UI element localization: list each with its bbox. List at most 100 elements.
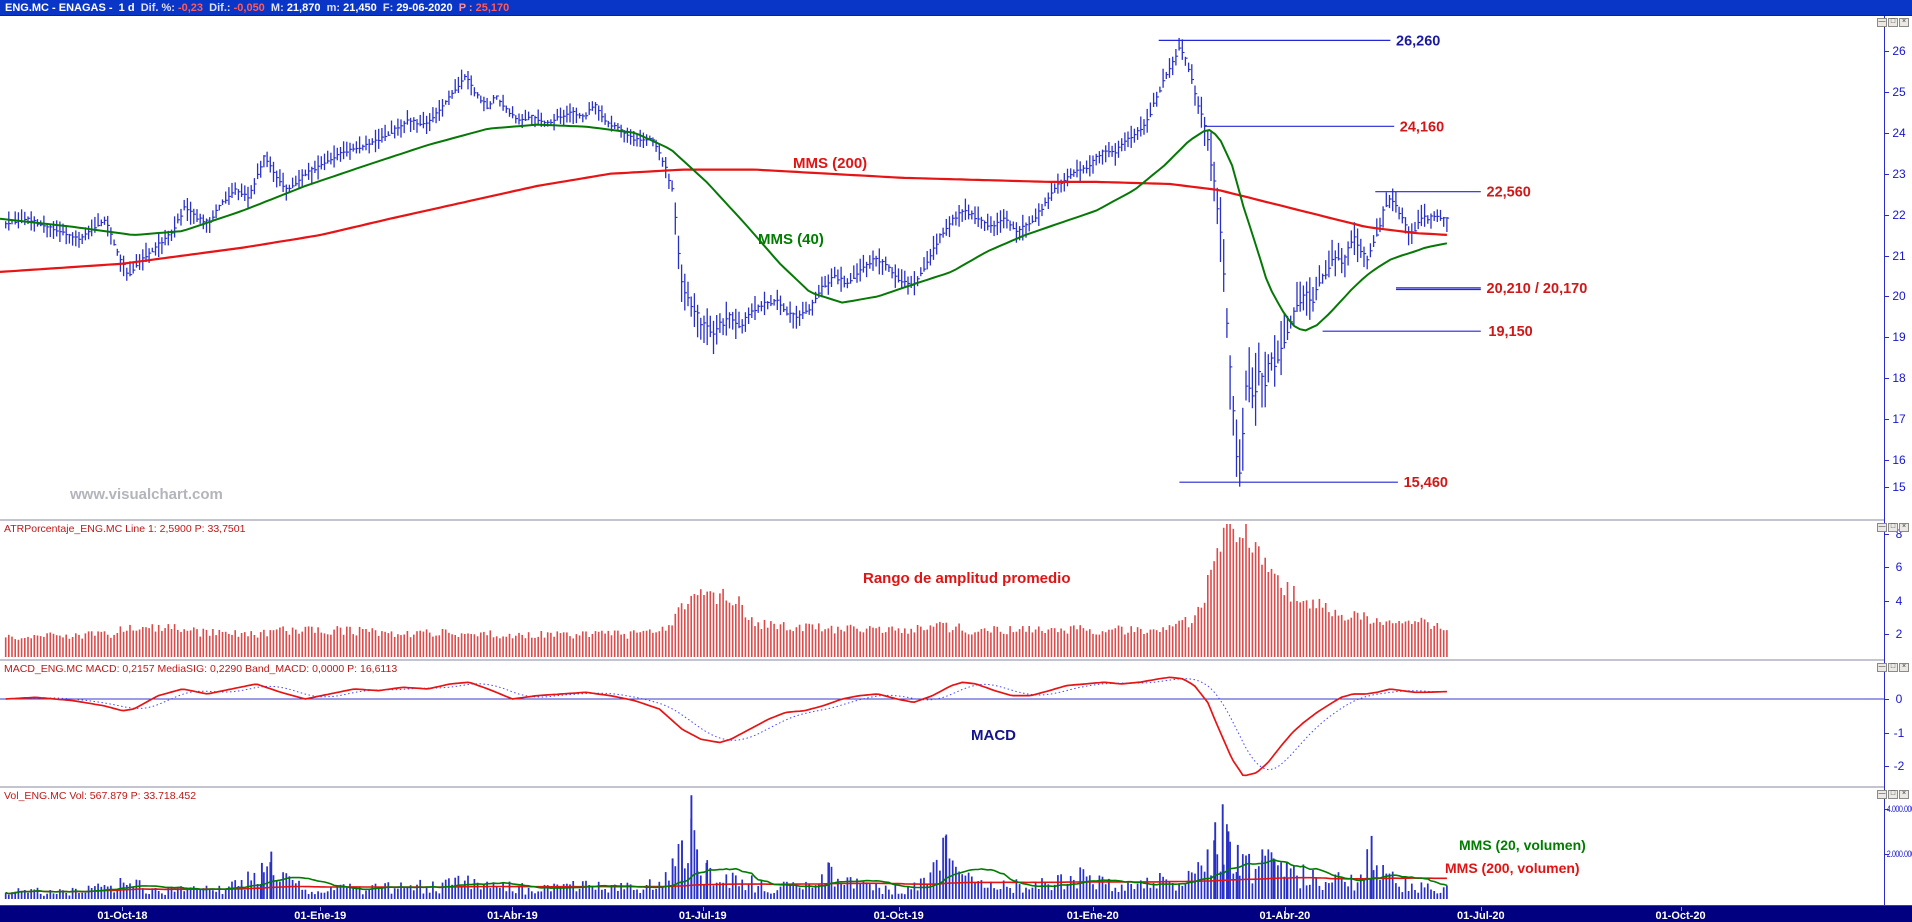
axis-tick-mark xyxy=(1885,808,1889,810)
macd-annotation: MACD xyxy=(971,727,1016,744)
volume-panel-maximize-button[interactable]: □ xyxy=(1888,790,1898,799)
chart-title-bar: ENG.MC - ENAGAS - 1 d Dif. %: -0,23 Dif.… xyxy=(0,0,1912,16)
atr-annotation: Rango de amplitud promedio xyxy=(863,570,1071,587)
axis-tick-mark xyxy=(1885,296,1889,298)
x-axis-tick xyxy=(898,907,900,911)
x-axis-tick xyxy=(122,907,124,911)
axis-tick-mark xyxy=(1885,173,1889,175)
macd-panel-maximize-button[interactable]: □ xyxy=(1888,663,1898,672)
axis-tick-mark xyxy=(1885,634,1889,636)
axis-tick-mark xyxy=(1885,460,1889,462)
macd-panel-controls: — □ × xyxy=(1877,663,1911,673)
axis-tick-mark xyxy=(1885,533,1889,535)
panel-separator[interactable] xyxy=(0,659,1912,661)
x-axis-tick xyxy=(702,907,704,911)
title-segment: 29-06-2020 xyxy=(396,2,453,14)
axis-tick-mark xyxy=(1885,214,1889,216)
main-panel-maximize-button[interactable]: □ xyxy=(1888,18,1898,27)
volume-mms20-label: MMS (20, volumen) xyxy=(1459,837,1586,853)
title-segment: F: xyxy=(376,2,397,14)
title-segment: m: xyxy=(320,2,344,14)
svg-text:26,260: 26,260 xyxy=(1396,33,1440,49)
y-axis-label: 18 xyxy=(1892,371,1906,386)
y-axis-label: 20 xyxy=(1892,289,1906,304)
x-axis-label: 01-Oct-20 xyxy=(1655,910,1706,922)
y-axis-label: 24 xyxy=(1892,125,1906,140)
x-axis-tick xyxy=(1480,907,1482,911)
x-axis-tick xyxy=(512,907,514,911)
axis-tick-mark xyxy=(1885,378,1889,380)
macd-panel-close-button[interactable]: × xyxy=(1899,663,1909,672)
title-segment: ENG.MC - ENAGAS - 1 d xyxy=(5,2,141,14)
axis-tick-mark xyxy=(1885,699,1889,700)
svg-text:22,560: 22,560 xyxy=(1487,185,1531,201)
panel-separator[interactable] xyxy=(0,786,1912,788)
y-axis-label: 21 xyxy=(1892,248,1906,263)
y-axis-label: -1 xyxy=(1893,725,1905,740)
y-axis-label: 4 xyxy=(1895,593,1903,608)
y-axis-label: 4.000.000 xyxy=(1886,803,1912,814)
volume-panel-close-button[interactable]: × xyxy=(1899,790,1909,799)
x-axis-tick xyxy=(1284,907,1286,911)
axis-tick-mark xyxy=(1885,766,1889,767)
axis-tick-mark xyxy=(1885,853,1889,855)
axis-tick-mark xyxy=(1885,600,1889,602)
volume-panel-header: Vol_ENG.MC Vol: 567.879 P: 33.718.452 xyxy=(4,790,197,802)
x-axis-tick xyxy=(1680,907,1682,911)
axis-tick-mark xyxy=(1885,732,1889,734)
title-segment: 25,170 xyxy=(475,2,510,14)
title-segment: M: xyxy=(264,2,287,14)
y-axis-label: 22 xyxy=(1892,207,1906,222)
x-axis-label: 01-Ene-19 xyxy=(294,910,347,922)
axis-tick-mark xyxy=(1885,91,1889,93)
atr-panel-close-button[interactable]: × xyxy=(1899,523,1909,532)
time-axis[interactable]: 01-Oct-18 01-Ene-19 01-Abr-19 01-Jul-19 01-O… xyxy=(0,905,1912,922)
axis-tick-mark xyxy=(1885,255,1889,257)
main-panel-controls: — □ × xyxy=(1877,18,1911,28)
x-axis-label: 01-Ene-20 xyxy=(1066,910,1119,922)
main-panel-close-button[interactable]: × xyxy=(1899,18,1909,27)
title-segment: -0,050 xyxy=(233,2,265,14)
axis-tick-mark xyxy=(1885,132,1889,134)
mms-40-label: MMS (40) xyxy=(758,231,824,248)
title-segment: Dif. %: xyxy=(140,2,178,14)
axis-tick-mark xyxy=(1885,567,1889,569)
y-axis-label: 19 xyxy=(1892,330,1906,345)
axis-tick-mark xyxy=(1885,337,1889,339)
title-segment: P : xyxy=(452,2,476,14)
y-axis-label: 2 xyxy=(1895,627,1903,642)
y-axis-label: 15 xyxy=(1892,479,1906,494)
title-segment: 21,870 xyxy=(286,2,321,14)
x-axis-label: 01-Jul-20 xyxy=(1456,910,1505,922)
svg-text:24,160: 24,160 xyxy=(1400,119,1444,135)
x-axis-label: 01-Abr-20 xyxy=(1259,910,1311,922)
atr-panel-minimize-button[interactable]: — xyxy=(1877,523,1887,532)
axis-tick-mark xyxy=(1885,419,1889,421)
atr-panel-header: ATRPorcentaje_ENG.MC Line 1: 2,5900 P: 3… xyxy=(4,523,246,535)
svg-text:15,460: 15,460 xyxy=(1404,475,1448,491)
volume-mms200-label: MMS (200, volumen) xyxy=(1445,860,1580,876)
volume-panel-minimize-button[interactable]: — xyxy=(1877,790,1887,799)
x-axis-tick xyxy=(320,907,322,911)
main-panel-minimize-button[interactable]: — xyxy=(1877,18,1887,27)
x-axis-label: 01-Oct-19 xyxy=(873,910,924,922)
svg-text:20,210 / 20,170: 20,210 / 20,170 xyxy=(1487,281,1588,297)
y-axis-label: 25 xyxy=(1892,84,1906,99)
macd-panel-header: MACD_ENG.MC MACD: 0,2157 MediaSIG: 0,229… xyxy=(4,663,398,675)
y-axis-label: 26 xyxy=(1892,44,1906,58)
x-axis-label: 01-Jul-19 xyxy=(678,910,727,922)
axis-tick-mark xyxy=(1885,51,1889,52)
watermark: www.visualchart.com xyxy=(70,486,223,503)
panel-separator[interactable] xyxy=(0,519,1912,521)
x-axis-label: 01-Oct-18 xyxy=(97,910,148,922)
y-axis-label: 8 xyxy=(1895,526,1903,541)
y-axis-label: 6 xyxy=(1895,560,1903,575)
atr-panel-maximize-button[interactable]: □ xyxy=(1888,523,1898,532)
title-segment: 21,450 xyxy=(343,2,377,14)
macd-panel-minimize-button[interactable]: — xyxy=(1877,663,1887,672)
axis-tick-mark xyxy=(1885,486,1889,488)
volume-panel-controls: — □ × xyxy=(1877,790,1911,800)
price-axis[interactable]: 26 25 24 23 22 21 20 19 18 17 16 15 8 6 4 2 0 -1 -2 4.000.0… xyxy=(1884,16,1912,905)
